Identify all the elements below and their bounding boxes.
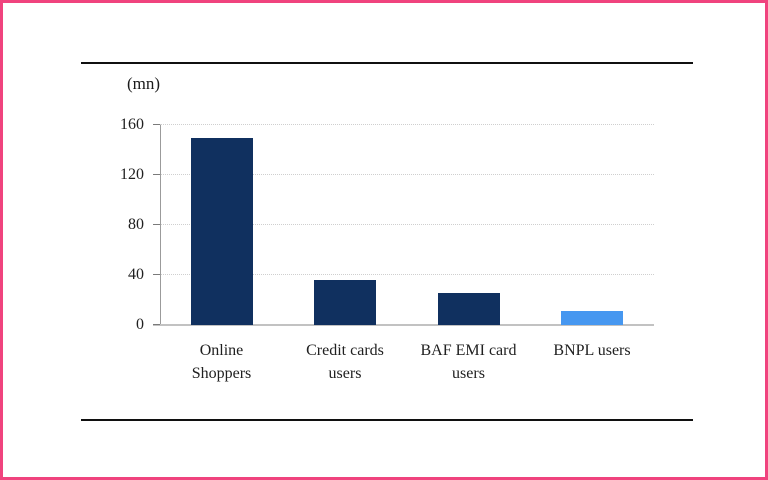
y-tick-label: 160 xyxy=(120,116,144,133)
y-tick-label: 120 xyxy=(120,166,144,183)
y-tick-mark xyxy=(153,274,160,275)
x-category-label: Credit cards users xyxy=(306,342,384,382)
x-category-label: Online Shoppers xyxy=(191,342,252,382)
y-axis-line xyxy=(160,125,161,325)
bar-credit-cards-users xyxy=(314,280,377,325)
gridline xyxy=(160,124,654,125)
y-tick-mark xyxy=(153,324,160,325)
y-tick-label: 80 xyxy=(128,216,144,233)
y-tick-label: 0 xyxy=(136,316,144,333)
top-rule xyxy=(81,62,693,64)
x-axis-baseline xyxy=(153,324,654,326)
y-tick-mark xyxy=(153,224,160,225)
axis-unit-label: (mn) xyxy=(127,74,161,93)
y-tick-label: 40 xyxy=(128,266,144,283)
bottom-rule xyxy=(81,419,693,421)
gridline xyxy=(160,274,654,275)
bar-chart-plot-area: 0 40 80 120 160 Online Shoppers Credit cards u… xyxy=(120,116,654,382)
x-category-label: BAF EMI card users xyxy=(420,342,517,382)
y-tick-mark xyxy=(153,124,160,125)
gridline xyxy=(160,174,654,175)
gridline xyxy=(160,224,654,225)
bar-bnpl-users xyxy=(561,311,624,325)
bar-online-shoppers xyxy=(190,137,253,325)
bar-baf-emi-card-users xyxy=(437,292,500,325)
y-tick-mark xyxy=(153,174,160,175)
x-category-label: BNPL users xyxy=(553,342,631,359)
